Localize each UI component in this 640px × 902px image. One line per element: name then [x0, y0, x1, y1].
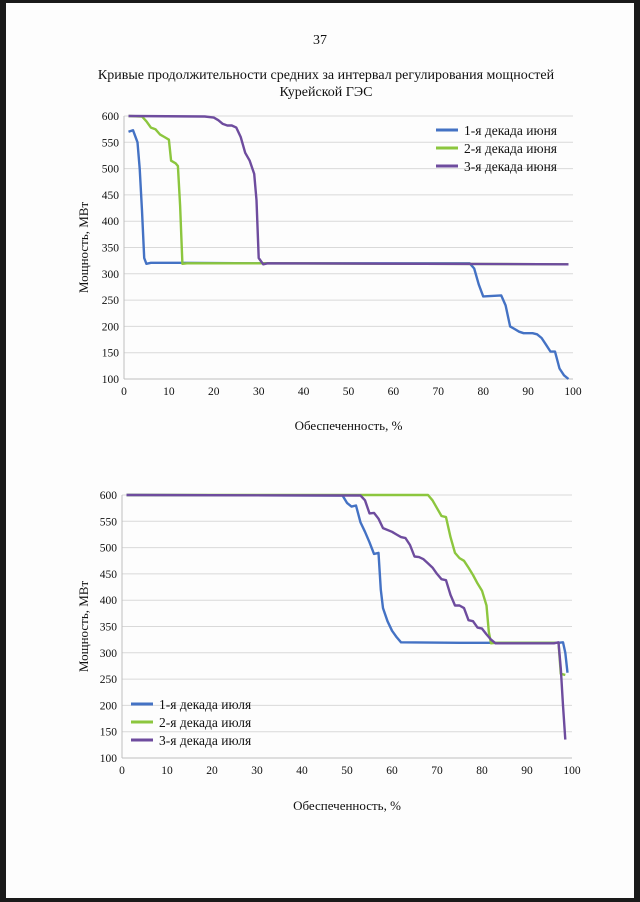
- x-tick-label: 80: [477, 386, 489, 398]
- x-tick-label: 10: [161, 765, 173, 777]
- document-title: Кривые продолжительности средних за инте…: [66, 67, 586, 101]
- y-tick-label: 550: [100, 516, 118, 528]
- legend-label-1: 1-я декада июня: [464, 123, 557, 138]
- x-tick-label: 50: [343, 386, 355, 398]
- legend-label-2: 2-я декада июля: [159, 715, 251, 730]
- document-title-line-1: Кривые продолжительности средних за инте…: [97, 68, 555, 83]
- y-tick-label: 400: [100, 595, 118, 607]
- y-tick-label: 200: [100, 700, 118, 712]
- x-tick-label: 90: [522, 386, 534, 398]
- x-tick-label: 100: [564, 386, 582, 398]
- x-tick-label: 0: [119, 765, 125, 777]
- y-tick-label: 500: [102, 164, 120, 176]
- y-tick-label: 250: [100, 674, 118, 686]
- y-axis-label: Мощность, МВт: [76, 581, 91, 673]
- series-line-3: [128, 114, 569, 266]
- x-tick-label: 70: [431, 765, 443, 777]
- y-tick-label: 350: [100, 622, 118, 634]
- x-tick-label: 40: [298, 386, 310, 398]
- x-tick-label: 50: [341, 765, 353, 777]
- y-tick-label: 300: [100, 648, 118, 660]
- y-tick-label: 250: [102, 295, 120, 307]
- x-axis-label: Обеспеченность, %: [295, 418, 403, 433]
- y-tick-label: 600: [102, 111, 120, 123]
- x-tick-label: 80: [476, 765, 488, 777]
- y-axis-label: Мощность, МВт: [76, 202, 91, 294]
- chart-june: 100 150 200 250 300 350 400 450 500 550 600 0 10 20 30…: [76, 111, 582, 433]
- y-tick-label: 100: [102, 374, 120, 386]
- legend-label-3: 3-я декада июля: [159, 733, 251, 748]
- y-tick-label: 200: [102, 321, 120, 333]
- legend-label-2: 2-я декада июня: [464, 141, 557, 156]
- legend-label-1: 1-я декада июля: [159, 697, 251, 712]
- y-tick-label: 150: [100, 727, 118, 739]
- x-tick-label: 0: [121, 386, 127, 398]
- x-tick-label: 60: [386, 765, 398, 777]
- x-tick-label: 60: [388, 386, 400, 398]
- chart-july: 100 150 200 250 300 350 400 450 500 550 600 0 10 20 30…: [76, 490, 581, 813]
- legend-label-3: 3-я декада июня: [464, 159, 557, 174]
- series-line-1: [128, 129, 570, 380]
- x-axis-label: Обеспеченность, %: [293, 798, 401, 813]
- y-tick-label: 100: [100, 753, 118, 765]
- series-line-3: [126, 493, 567, 740]
- x-tick-label: 100: [563, 765, 581, 777]
- y-tick-label: 150: [102, 348, 120, 360]
- x-tick-label: 30: [253, 386, 265, 398]
- x-tick-label: 30: [251, 765, 263, 777]
- y-tick-label: 550: [102, 137, 120, 149]
- y-tick-label: 400: [102, 216, 120, 228]
- y-tick-label: 500: [100, 543, 118, 555]
- page-number: 37: [313, 33, 327, 48]
- x-tick-label: 90: [521, 765, 533, 777]
- y-tick-label: 450: [102, 190, 120, 202]
- x-tick-label: 20: [206, 765, 218, 777]
- y-tick-label: 300: [102, 269, 120, 281]
- series-line-2: [126, 493, 566, 677]
- x-tick-label: 10: [163, 386, 175, 398]
- document-title-line-2: Курейской ГЭС: [279, 85, 373, 100]
- series-line-2: [128, 114, 569, 266]
- y-tick-label: 600: [100, 490, 118, 502]
- y-tick-label: 350: [102, 243, 120, 255]
- x-tick-label: 20: [208, 386, 220, 398]
- y-tick-label: 450: [100, 569, 118, 581]
- x-tick-label: 40: [296, 765, 308, 777]
- document-page: 37 Кривые продолжительности средних за и…: [6, 3, 634, 898]
- x-tick-label: 70: [433, 386, 445, 398]
